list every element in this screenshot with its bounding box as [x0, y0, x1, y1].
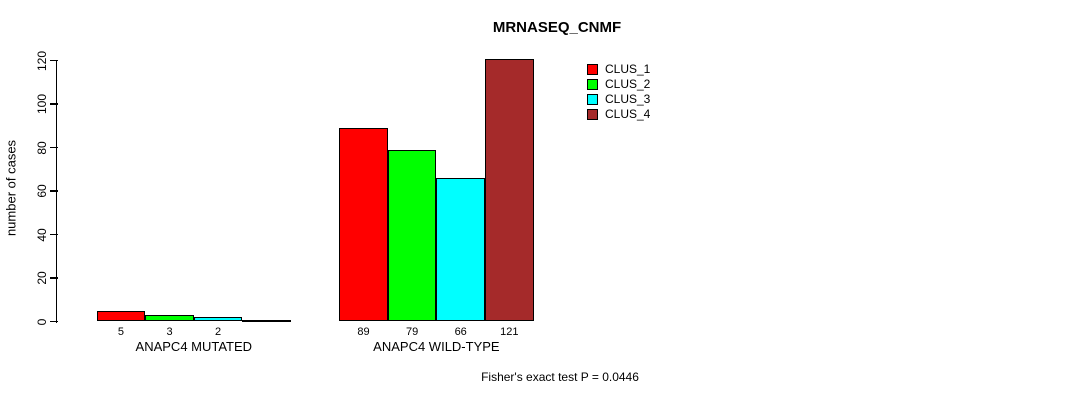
bar-value-label: 66	[454, 325, 467, 338]
legend-label: CLUS_4	[605, 107, 651, 121]
y-tick-label: 60	[35, 184, 49, 198]
bar-value-label: 2	[215, 325, 222, 338]
y-tick-label: 20	[35, 271, 49, 285]
y-tick	[50, 277, 58, 279]
legend-swatch-clus_1	[587, 64, 598, 75]
bar-clus_1	[339, 128, 388, 322]
bar-value-label: 5	[117, 325, 124, 338]
bar-value-label: 3	[166, 325, 173, 338]
bar-clus_3	[436, 178, 485, 322]
bar-clus_1	[96, 310, 146, 322]
chart-title: MRNASEQ_CNMF	[492, 19, 622, 36]
legend-label: CLUS_3	[605, 92, 651, 106]
legend-label: CLUS_1	[605, 62, 651, 76]
legend-label: CLUS_2	[605, 77, 651, 91]
bar-clus_2	[145, 314, 194, 322]
y-tick	[50, 320, 58, 323]
x-category-label: ANAPC4 WILD-TYPE	[373, 339, 500, 354]
bar-value-label: 121	[500, 325, 519, 338]
legend-item-clus_4: CLUS_4	[587, 107, 651, 121]
legend-item-clus_3: CLUS_3	[587, 92, 651, 106]
bar-value-label: 89	[357, 325, 370, 338]
bar-value-label: 79	[405, 325, 419, 338]
legend-item-clus_1: CLUS_1	[587, 62, 651, 76]
y-tick-label: 0	[35, 318, 49, 325]
y-tick	[50, 59, 58, 62]
y-axis-label: number of cases	[3, 139, 19, 237]
x-category-label: ANAPC4 MUTATED	[135, 339, 253, 354]
y-tick	[50, 233, 58, 236]
legend-swatch-clus_2	[587, 79, 598, 90]
y-tick	[50, 103, 58, 105]
bar-clus_4-zero	[242, 319, 291, 322]
legend-item-clus_2: CLUS_2	[587, 77, 651, 91]
bar-clus_4	[485, 58, 534, 322]
legend-swatch-clus_3	[587, 94, 598, 105]
y-tick-label: 100	[35, 94, 49, 115]
annotation-fisher-test: Fisher's exact test P = 0.0446	[481, 370, 639, 384]
bar-clus_2	[387, 149, 437, 322]
y-tick-label: 80	[35, 140, 49, 155]
legend: CLUS_1 CLUS_2 CLUS_3 CLUS_4	[587, 62, 651, 124]
y-tick-label: 120	[35, 50, 49, 71]
y-tick	[50, 190, 58, 192]
bar-clus_3	[193, 317, 243, 322]
legend-swatch-clus_4	[587, 109, 598, 120]
y-tick-label: 40	[35, 227, 49, 242]
y-tick	[50, 146, 58, 149]
